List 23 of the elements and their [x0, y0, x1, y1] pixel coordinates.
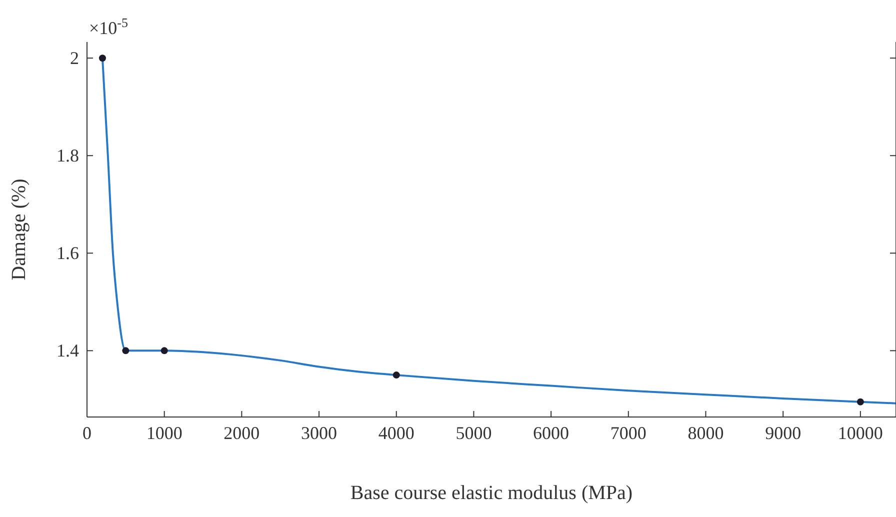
- x-tick-label: 7000: [610, 423, 646, 443]
- y-tick-label: 1.6: [56, 243, 79, 264]
- point: [122, 347, 130, 354]
- point: [392, 372, 400, 379]
- x-tick-label: 9000: [765, 423, 802, 443]
- x-tick-label: 10000: [838, 423, 883, 443]
- x-tick-label: 0: [82, 423, 92, 443]
- x-tick-label: 3000: [301, 423, 338, 443]
- x-tick-label: 1000: [146, 423, 182, 443]
- y-axis-title: Damage (%): [8, 178, 30, 280]
- y-tick-label: 2: [70, 48, 79, 68]
- point: [160, 347, 168, 354]
- x-axis-title: Base course elastic modulus (MPa): [350, 482, 633, 504]
- x-tick-label: 4000: [378, 423, 414, 443]
- text: ×10$^{-5}$: [89, 14, 128, 38]
- y-tick-label: 1.4: [56, 340, 79, 361]
- point: [98, 54, 106, 62]
- x-tick-label: 2000: [224, 423, 260, 443]
- x-tick-label: 8000: [688, 423, 724, 443]
- x-tick-label: 5000: [456, 423, 492, 443]
- point: [856, 398, 864, 406]
- x-tick-label: 6000: [533, 423, 570, 443]
- y-tick-label: 1.8: [56, 146, 79, 166]
